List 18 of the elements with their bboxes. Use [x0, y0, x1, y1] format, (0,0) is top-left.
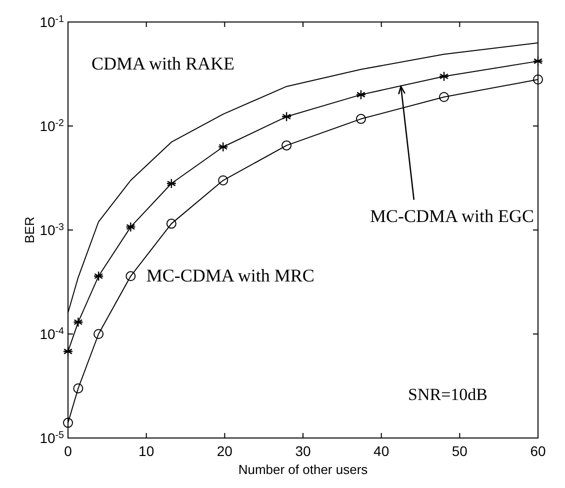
annotation: SNR=10dB [408, 385, 488, 404]
x-tick-label: 50 [452, 443, 468, 459]
x-tick-label: 60 [530, 443, 546, 459]
y-tick-label: 10$^{-5}$ [40, 430, 65, 446]
annotation: MC-CDMA with EGC [370, 206, 534, 226]
y-tick-label: 10$^{-2}$ [40, 118, 64, 134]
series-label: MC-CDMA with MRC [146, 265, 314, 286]
x-tick-label: 40 [374, 443, 390, 459]
x-tick-label: 30 [295, 443, 311, 459]
x-tick-label: 0 [64, 443, 72, 459]
x-axis-title: Number of other users [238, 462, 368, 477]
y-tick-label: 10$^{-4}$ [40, 326, 65, 342]
x-tick-label: 20 [216, 443, 233, 459]
y-axis-title: BER [22, 216, 37, 244]
y-tick-label: 10$^{-1}$ [40, 14, 64, 30]
x-tick-label: 10 [138, 443, 154, 459]
series-label: CDMA with RAKE [92, 53, 235, 74]
y-tick-label: 10$^{-3}$ [40, 222, 65, 238]
